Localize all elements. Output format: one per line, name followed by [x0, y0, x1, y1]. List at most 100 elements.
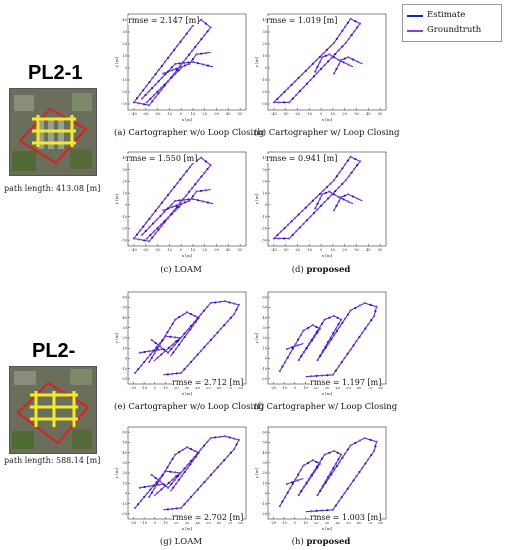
y-tick-label: -10 — [261, 502, 268, 506]
trajectory-point — [349, 309, 352, 312]
trajectory-point — [305, 82, 309, 85]
trajectory-point — [335, 330, 338, 333]
trajectory-point — [152, 94, 156, 97]
trajectory-point — [180, 371, 183, 375]
caption-text: Cartographer w/ Loop Closing — [266, 402, 398, 412]
trajectory-point — [174, 318, 177, 321]
trajectory-point — [151, 213, 154, 216]
trajectory-point — [314, 70, 317, 73]
trajectory-point — [174, 72, 177, 76]
x-tick-label: -20 — [270, 386, 277, 390]
trajectory-point — [153, 352, 156, 355]
trajectory-point — [193, 456, 196, 459]
trajectory-point — [346, 313, 349, 316]
trajectory-point — [233, 437, 236, 440]
trajectory-point — [174, 471, 177, 474]
x-tick-label: -40 — [271, 248, 278, 252]
trajectory-point — [206, 64, 210, 67]
y-tick-label: 30 — [122, 30, 127, 34]
trajectory-point — [191, 197, 194, 201]
trajectory-point — [325, 185, 329, 189]
trajectory-point — [321, 193, 324, 196]
path-length-pl2-2: path length: 588.14 [m] — [4, 456, 101, 465]
trajectory-point — [352, 344, 355, 347]
plot-frame — [127, 291, 247, 385]
trajectory-point — [188, 190, 191, 193]
trajectory-point — [157, 92, 160, 95]
trajectory-point — [200, 18, 203, 21]
x-tick-label: -40 — [131, 112, 138, 116]
trajectory-point — [148, 485, 151, 488]
y-tick-label: 60 — [122, 430, 127, 434]
trajectory-point — [180, 336, 183, 339]
trajectory-point — [346, 159, 349, 162]
trajectory-point — [203, 34, 206, 37]
trajectory-point — [375, 305, 378, 308]
trajectory-point — [361, 466, 364, 469]
trajectory-point — [337, 196, 340, 199]
trajectory-point — [159, 214, 162, 218]
trajectory-point — [132, 237, 135, 240]
trajectory-point — [150, 87, 154, 90]
y-tick-label: 0 — [125, 492, 128, 496]
trajectory-point — [332, 466, 335, 470]
trajectory-point — [347, 37, 350, 41]
trajectory-point — [173, 343, 176, 347]
y-tick-label: 0 — [125, 357, 128, 361]
trajectory-point — [186, 463, 189, 466]
y-axis-label: y [m] — [114, 467, 119, 479]
trajectory-plot-c: -40 -30 -20 -10 0 10 20 30 40 50 -30 -20 -10 0 10 20 30 4… — [114, 151, 247, 258]
trajectory-point — [185, 32, 188, 35]
trajectory-point — [367, 323, 370, 326]
trajectory-point — [330, 338, 333, 341]
x-tick-label: 20 — [202, 112, 207, 116]
trajectory-point — [341, 29, 344, 32]
trajectory-point — [206, 477, 209, 480]
trajectory-point — [151, 76, 154, 80]
trajectory-point — [153, 487, 156, 490]
trajectory-point — [315, 374, 318, 378]
trajectory-point — [311, 62, 314, 65]
trajectory-point — [180, 339, 183, 343]
trajectory-point — [188, 166, 191, 169]
trajectory-point — [193, 321, 196, 324]
x-tick-label: 30 — [214, 248, 219, 252]
trajectory-point — [180, 506, 183, 510]
trajectory-point — [186, 364, 189, 367]
y-tick-label: 0 — [265, 203, 268, 207]
trajectory-point — [148, 104, 151, 107]
x-tick-label: -10 — [306, 248, 313, 252]
trajectory-point — [150, 338, 153, 341]
trajectory-plot-b: -40 -30 -20 -10 0 10 20 30 40 50 -30 -20 -10 0 10 20 30 4… — [254, 13, 387, 122]
trajectory-plot-g: -20 -10 0 10 20 30 40 50 60 70 80 -20 -10 0 10 20 30 40 50… — [114, 426, 247, 531]
trajectory-point — [237, 303, 241, 306]
trajectory-point — [138, 351, 141, 354]
trajectory-point — [141, 97, 144, 100]
trajectory-point — [310, 510, 313, 513]
trajectory-point — [347, 193, 350, 196]
trajectory-plot-a: -40 -30 -20 -10 0 10 20 30 40 50 -30 -20 -10 0 10 20 30 4… — [114, 13, 247, 122]
trajectory-point — [323, 200, 326, 204]
trajectory-point — [162, 483, 166, 486]
y-tick-label: -20 — [121, 90, 128, 94]
x-tick-label: 50 — [378, 112, 383, 116]
trajectory-point — [135, 233, 139, 236]
trajectory-point — [181, 313, 185, 316]
x-tick-label: 50 — [238, 248, 243, 252]
trajectory-point — [358, 160, 362, 163]
trajectory-point — [171, 478, 174, 481]
trajectory-point — [325, 48, 329, 51]
trajectory-point — [172, 351, 175, 354]
trajectory-point — [213, 335, 216, 338]
trajectory-point — [132, 101, 135, 104]
trajectory-point — [152, 349, 156, 352]
trajectory-point — [332, 314, 336, 318]
trajectory-point — [170, 482, 173, 485]
trajectory-point — [321, 56, 324, 59]
trajectory-point — [329, 336, 332, 339]
trajectory-point — [161, 474, 164, 477]
trajectory-point — [171, 507, 174, 510]
trajectory-point — [320, 322, 324, 325]
x-tick-label: 0 — [154, 521, 157, 525]
y-tick-label: 20 — [262, 180, 267, 184]
